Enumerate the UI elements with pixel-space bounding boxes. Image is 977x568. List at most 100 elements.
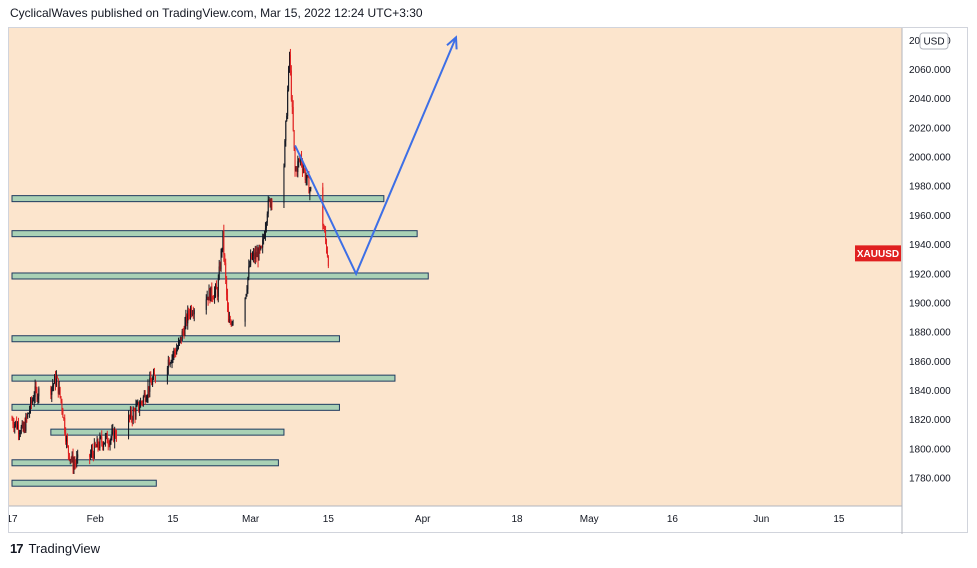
candle-body <box>28 413 30 415</box>
candle-body <box>136 403 138 407</box>
candle-body <box>189 314 191 316</box>
candle-body <box>193 309 195 315</box>
candle-body <box>306 175 308 180</box>
y-tick-label: 1780.000 <box>909 474 951 485</box>
candle-body <box>205 299 207 310</box>
candle-body <box>166 367 168 381</box>
candle-body <box>301 163 303 171</box>
candles <box>11 48 329 475</box>
candle-body <box>69 459 71 461</box>
currency-badge <box>919 32 949 50</box>
candle-body <box>94 442 96 447</box>
candle-body <box>179 336 181 341</box>
candle-body <box>209 289 211 302</box>
candle-body <box>285 120 287 141</box>
candle-body <box>128 415 130 438</box>
candle-body <box>34 386 36 397</box>
candle-body <box>294 148 296 171</box>
candle-body <box>191 313 193 315</box>
candle-body <box>66 438 68 442</box>
candle-body <box>38 388 40 397</box>
x-tick-label: 17 <box>9 514 18 525</box>
candle-body <box>214 291 216 299</box>
candle-body <box>230 322 232 326</box>
support-zone <box>11 403 340 411</box>
candle-body <box>265 222 267 229</box>
candle-body <box>309 189 311 194</box>
candle-body <box>137 401 139 404</box>
candle-body <box>258 246 260 261</box>
candle-body <box>327 256 329 267</box>
candle-body <box>135 406 137 417</box>
candle-body <box>293 130 295 149</box>
y-tick-label: 1860.000 <box>909 357 951 368</box>
support-zone <box>11 335 340 343</box>
candle-body <box>259 246 261 249</box>
candle-body <box>246 289 248 295</box>
candle-body <box>103 444 105 447</box>
y-tick-label: 1980.000 <box>909 182 951 193</box>
chart-area[interactable]: 1780.000 1800.000 1820.000 1840.000 1860.000… <box>8 27 969 534</box>
projection-arrowhead <box>446 35 458 50</box>
y-tick-label: 1840.000 <box>909 386 951 397</box>
candle-body <box>267 199 269 214</box>
candle-body <box>325 230 327 241</box>
candle-body <box>32 400 34 402</box>
candle-body <box>65 432 67 442</box>
candle-body <box>254 252 256 259</box>
candle-body <box>226 278 228 295</box>
candle-body <box>129 410 131 418</box>
candle-body <box>61 400 63 410</box>
candle-body <box>322 187 324 226</box>
candle-body <box>64 417 66 433</box>
candle-body <box>52 385 54 388</box>
candle-body <box>232 321 234 323</box>
y-tick-label: 2040.000 <box>909 94 951 105</box>
candle-body <box>59 387 61 397</box>
currency-label: USD <box>923 37 944 48</box>
x-tick-label: 15 <box>833 514 845 525</box>
candle-body <box>99 436 101 448</box>
candle-body <box>35 386 37 390</box>
candle-body <box>299 159 301 161</box>
candle-body <box>76 457 78 464</box>
candle-body <box>139 407 141 411</box>
candle-body <box>91 450 93 455</box>
candle-body <box>62 409 64 418</box>
candle-body <box>169 362 171 365</box>
candle-body <box>112 429 114 432</box>
candle-body <box>106 433 108 444</box>
candle-body <box>102 442 104 447</box>
candle-body <box>225 262 227 279</box>
candle-body <box>56 376 58 379</box>
candle-body <box>206 296 208 300</box>
candle-body <box>133 410 135 412</box>
price-chart[interactable]: 1780.000 1800.000 1820.000 1840.000 1860.000… <box>9 28 969 534</box>
candle-body <box>210 286 212 302</box>
candle-body <box>50 388 52 395</box>
candle-body <box>188 310 190 315</box>
candle-body <box>244 298 246 322</box>
candle-body <box>223 230 225 255</box>
candle-body <box>93 442 95 458</box>
candle-body <box>227 294 229 307</box>
candle-body <box>25 416 27 432</box>
x-tick-label: 15 <box>323 514 335 525</box>
tradingview-logo-icon[interactable]: 17 <box>10 541 24 556</box>
candle-body <box>33 396 35 401</box>
candle-body <box>101 436 103 443</box>
candle-body <box>192 313 194 315</box>
candle-body <box>96 439 98 448</box>
candle-body <box>113 429 115 442</box>
candle-body <box>297 161 299 173</box>
candle-body <box>57 378 59 394</box>
support-zone <box>11 479 157 487</box>
candle-body <box>229 319 231 323</box>
candle-body <box>271 199 273 204</box>
candle-body <box>146 396 148 400</box>
candle-body <box>217 278 219 297</box>
candle-body <box>72 455 74 470</box>
candle-body <box>23 424 25 431</box>
candle-body <box>147 386 149 397</box>
candle-body <box>143 393 145 397</box>
